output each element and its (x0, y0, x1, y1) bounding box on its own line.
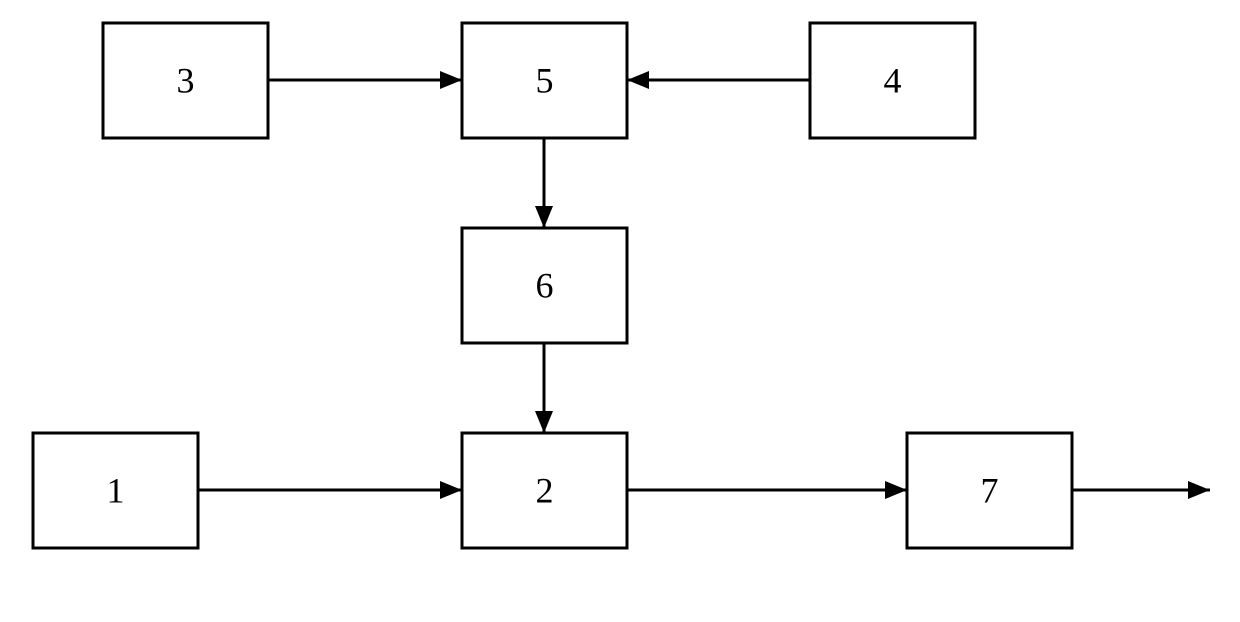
node-n1: 1 (33, 433, 198, 548)
node-label: 1 (107, 471, 125, 511)
node-n7: 7 (907, 433, 1072, 548)
node-label: 3 (177, 61, 195, 101)
node-n3: 3 (103, 23, 268, 138)
node-label: 4 (884, 61, 902, 101)
node-label: 6 (536, 266, 554, 306)
node-n4: 4 (810, 23, 975, 138)
node-n5: 5 (462, 23, 627, 138)
diagram-canvas: 1 2 3 4 5 6 7 (0, 0, 1240, 622)
node-label: 7 (981, 471, 999, 511)
node-label: 2 (536, 471, 554, 511)
node-n2: 2 (462, 433, 627, 548)
node-n6: 6 (462, 228, 627, 343)
node-label: 5 (536, 61, 554, 101)
